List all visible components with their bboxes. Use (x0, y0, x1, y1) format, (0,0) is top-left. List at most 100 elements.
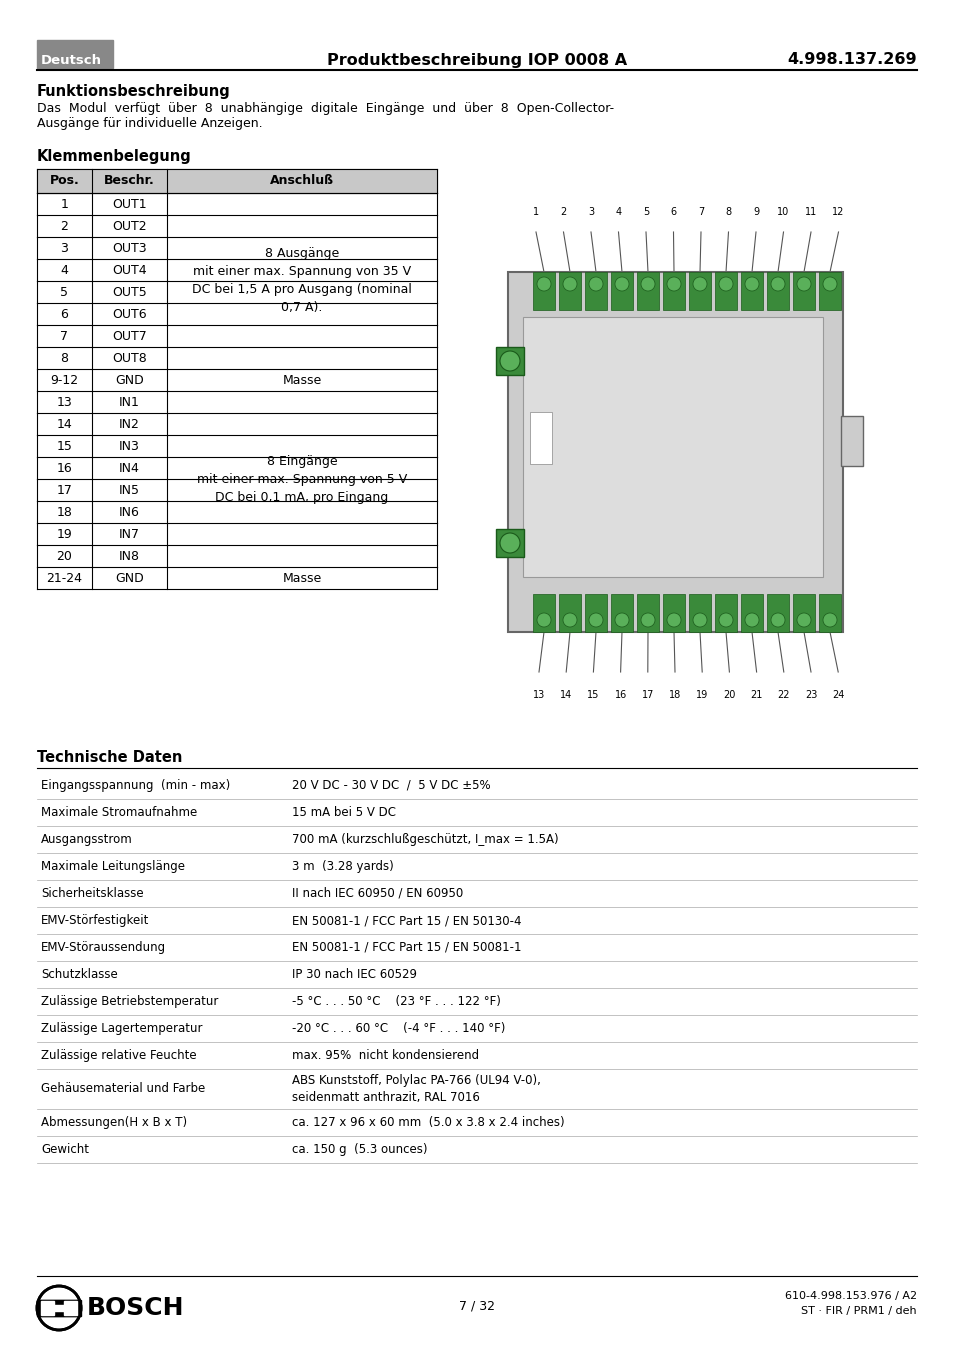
Text: IN8: IN8 (119, 550, 140, 562)
Bar (740, 272, 762, 309)
Text: IN3: IN3 (119, 439, 140, 453)
Text: IN5: IN5 (645, 605, 650, 615)
Text: OUT7: OUT7 (697, 290, 701, 305)
Bar (522, 317, 822, 577)
Text: Pos.: Pos. (50, 174, 79, 188)
Bar (496, 530, 523, 557)
Text: 8: 8 (60, 351, 69, 365)
Text: max. 95%  nicht kondensierend: max. 95% nicht kondensierend (292, 1048, 478, 1062)
Text: 7 / 32: 7 / 32 (458, 1300, 495, 1313)
Bar (558, 272, 580, 309)
Bar (584, 594, 606, 632)
Text: 4: 4 (615, 207, 621, 218)
Text: OUT7: OUT7 (112, 330, 147, 343)
Text: Beschr.: Beschr. (104, 174, 154, 188)
Bar (41, 1301, 54, 1315)
Bar (610, 594, 633, 632)
Text: 9-12: 9-12 (51, 373, 78, 386)
Text: Maximale Stromaufnahme: Maximale Stromaufnahme (41, 807, 197, 819)
Text: 2: 2 (559, 207, 566, 218)
Bar (818, 272, 841, 309)
Text: 16: 16 (614, 690, 626, 700)
Text: OUT1: OUT1 (112, 197, 147, 211)
Text: IN3: IN3 (593, 605, 598, 615)
Bar (766, 594, 788, 632)
Circle shape (588, 277, 602, 290)
Text: 8 Eingänge
mit einer max. Spannung von 5 V
DC bei 0,1 mA, pro Eingang: 8 Eingänge mit einer max. Spannung von 5… (196, 454, 407, 504)
Text: 3: 3 (587, 207, 594, 218)
Circle shape (666, 613, 680, 627)
Text: 24: 24 (831, 690, 843, 700)
Text: 7: 7 (60, 330, 69, 343)
Text: Zulässige relative Feuchte: Zulässige relative Feuchte (41, 1048, 196, 1062)
Text: OUT5: OUT5 (112, 285, 147, 299)
Text: Deutsch: Deutsch (41, 54, 102, 66)
Text: GND: GND (115, 373, 144, 386)
Bar (496, 347, 523, 376)
Text: 5: 5 (642, 207, 648, 218)
Text: EMV-Störfestigkeit: EMV-Störfestigkeit (41, 915, 150, 927)
Text: IN6: IN6 (119, 505, 140, 519)
Text: -20 °C . . . 60 °C    (-4 °F . . . 140 °F): -20 °C . . . 60 °C (-4 °F . . . 140 °F) (292, 1021, 505, 1035)
Text: Gehäusematerial und Farbe: Gehäusematerial und Farbe (41, 1082, 205, 1096)
Circle shape (796, 277, 810, 290)
Text: GND: GND (826, 292, 832, 304)
Text: Funktionsbeschreibung: Funktionsbeschreibung (37, 84, 231, 99)
Text: IN6: IN6 (671, 605, 676, 615)
Text: 18: 18 (56, 505, 72, 519)
Bar (584, 272, 606, 309)
Circle shape (562, 613, 577, 627)
Text: Technische Daten: Technische Daten (37, 750, 182, 765)
Text: Produktbeschreibung IOP 0008 A: Produktbeschreibung IOP 0008 A (327, 53, 626, 68)
Text: 3 m  (3.28 yards): 3 m (3.28 yards) (292, 861, 394, 873)
Text: Ausgänge für individuelle Anzeigen.: Ausgänge für individuelle Anzeigen. (37, 118, 262, 130)
Bar (40, 1300, 78, 1316)
Text: Gewicht: Gewicht (41, 1143, 89, 1156)
Text: GND: GND (775, 604, 780, 616)
Text: OUT8: OUT8 (722, 290, 728, 305)
Circle shape (692, 277, 706, 290)
Text: Klemmenbelegung: Klemmenbelegung (37, 149, 192, 163)
Text: OUT4: OUT4 (112, 263, 147, 277)
Text: IOP 0008 A: IOP 0008 A (536, 417, 545, 459)
Circle shape (719, 613, 732, 627)
Text: 16: 16 (56, 462, 72, 474)
Text: II nach IEC 60950 / EN 60950: II nach IEC 60950 / EN 60950 (292, 888, 463, 900)
Text: Sicherheitsklasse: Sicherheitsklasse (41, 888, 144, 900)
Text: IN2: IN2 (119, 417, 140, 431)
Text: GND: GND (749, 292, 754, 304)
Text: Maximale Leitungslänge: Maximale Leitungslänge (41, 861, 185, 873)
Text: 14: 14 (559, 690, 572, 700)
Circle shape (499, 351, 519, 372)
Bar (662, 594, 684, 632)
Bar (530, 412, 552, 463)
Text: 17: 17 (56, 484, 72, 497)
Bar (37, 1300, 81, 1316)
Text: 17: 17 (641, 690, 654, 700)
Text: 10: 10 (777, 207, 789, 218)
Text: OUT5: OUT5 (645, 290, 650, 305)
Text: OUT3: OUT3 (593, 290, 598, 305)
Text: EMV-Störaussendung: EMV-Störaussendung (41, 942, 166, 954)
Circle shape (744, 613, 759, 627)
Text: 700 mA (kurzschlußgeschützt, I_max = 1.5A): 700 mA (kurzschlußgeschützt, I_max = 1.5… (292, 834, 558, 846)
Text: ca. 150 g  (5.3 ounces): ca. 150 g (5.3 ounces) (292, 1143, 427, 1156)
Text: IN7: IN7 (697, 605, 701, 615)
Text: 4: 4 (60, 263, 69, 277)
Bar (610, 272, 633, 309)
Circle shape (562, 277, 577, 290)
Circle shape (499, 534, 519, 553)
Bar (841, 416, 862, 466)
Text: GND: GND (115, 571, 144, 585)
Circle shape (796, 613, 810, 627)
Bar (792, 594, 814, 632)
Bar (637, 594, 659, 632)
Bar (533, 594, 555, 632)
Text: Masse: Masse (282, 373, 321, 386)
Text: Abmessungen(H x B x T): Abmessungen(H x B x T) (41, 1116, 187, 1129)
Bar (637, 272, 659, 309)
Text: 11: 11 (804, 207, 817, 218)
Bar (792, 272, 814, 309)
Text: GND: GND (826, 604, 832, 616)
Text: IN4: IN4 (618, 605, 624, 615)
